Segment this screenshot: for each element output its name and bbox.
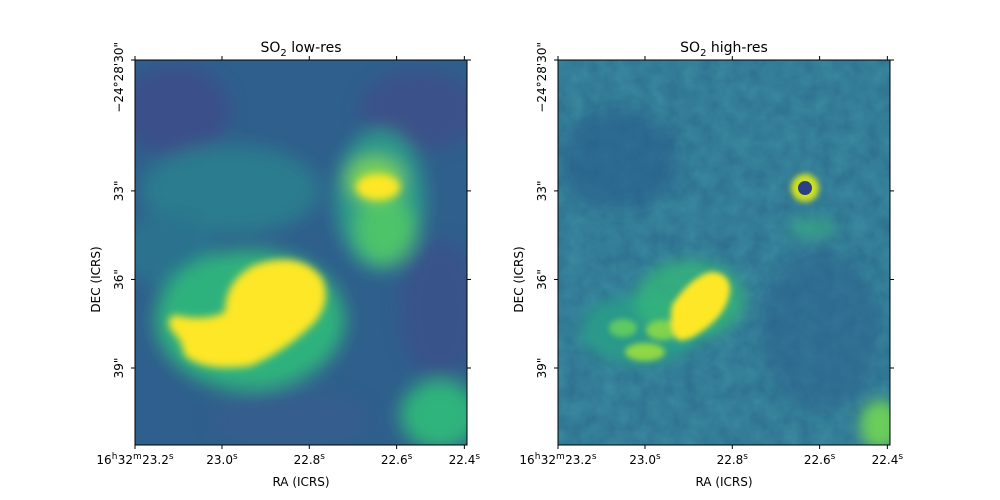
y-tick-label: 33" [112,181,126,202]
x-tick-label: 22.4s [872,452,904,467]
x-tick-label: 22.6s [804,452,836,467]
y-axis-label: DEC (ICRS) [512,246,526,312]
x-tick-label: 16h 32m 23.2s [519,452,596,467]
axes-frame [557,59,891,446]
x-axis-label: RA (ICRS) [695,475,752,489]
heatmap-image-high-res [558,60,890,445]
x-tick-label: 22.8s [717,452,749,467]
axes-frame [134,59,468,446]
x-tick-label: 22.4s [449,452,481,467]
y-tick-label: 39" [112,358,126,379]
y-tick-label: −24°28'30" [535,42,549,113]
chart-title: SO2 high-res [680,40,768,59]
y-axis-label: DEC (ICRS) [89,246,103,312]
y-tick-label: 33" [535,181,549,202]
x-axis-label: RA (ICRS) [272,475,329,489]
heatmap-image-low-res [135,60,467,445]
panel-low-res: SO2 low-res 16h 32m 23.2s 23.0s 22.8s 22.… [89,40,480,489]
x-tick-label: 22.6s [381,452,413,467]
y-tick-label: 36" [535,269,549,290]
y-tick-label: 36" [112,269,126,290]
panel-high-res: SO2 high-res 16h 32m 23.2s 23.0s 22.8s 22… [512,40,903,489]
x-tick-label: 22.8s [294,452,326,467]
y-tick-label: 39" [535,358,549,379]
x-tick-label: 16h 32m 23.2s [96,452,173,467]
chart-title: SO2 low-res [260,40,341,59]
y-tick-label: −24°28'30" [112,42,126,113]
x-tick-label: 23.0s [206,452,238,467]
x-tick-label: 23.0s [629,452,661,467]
compact-ring-center [798,181,812,195]
